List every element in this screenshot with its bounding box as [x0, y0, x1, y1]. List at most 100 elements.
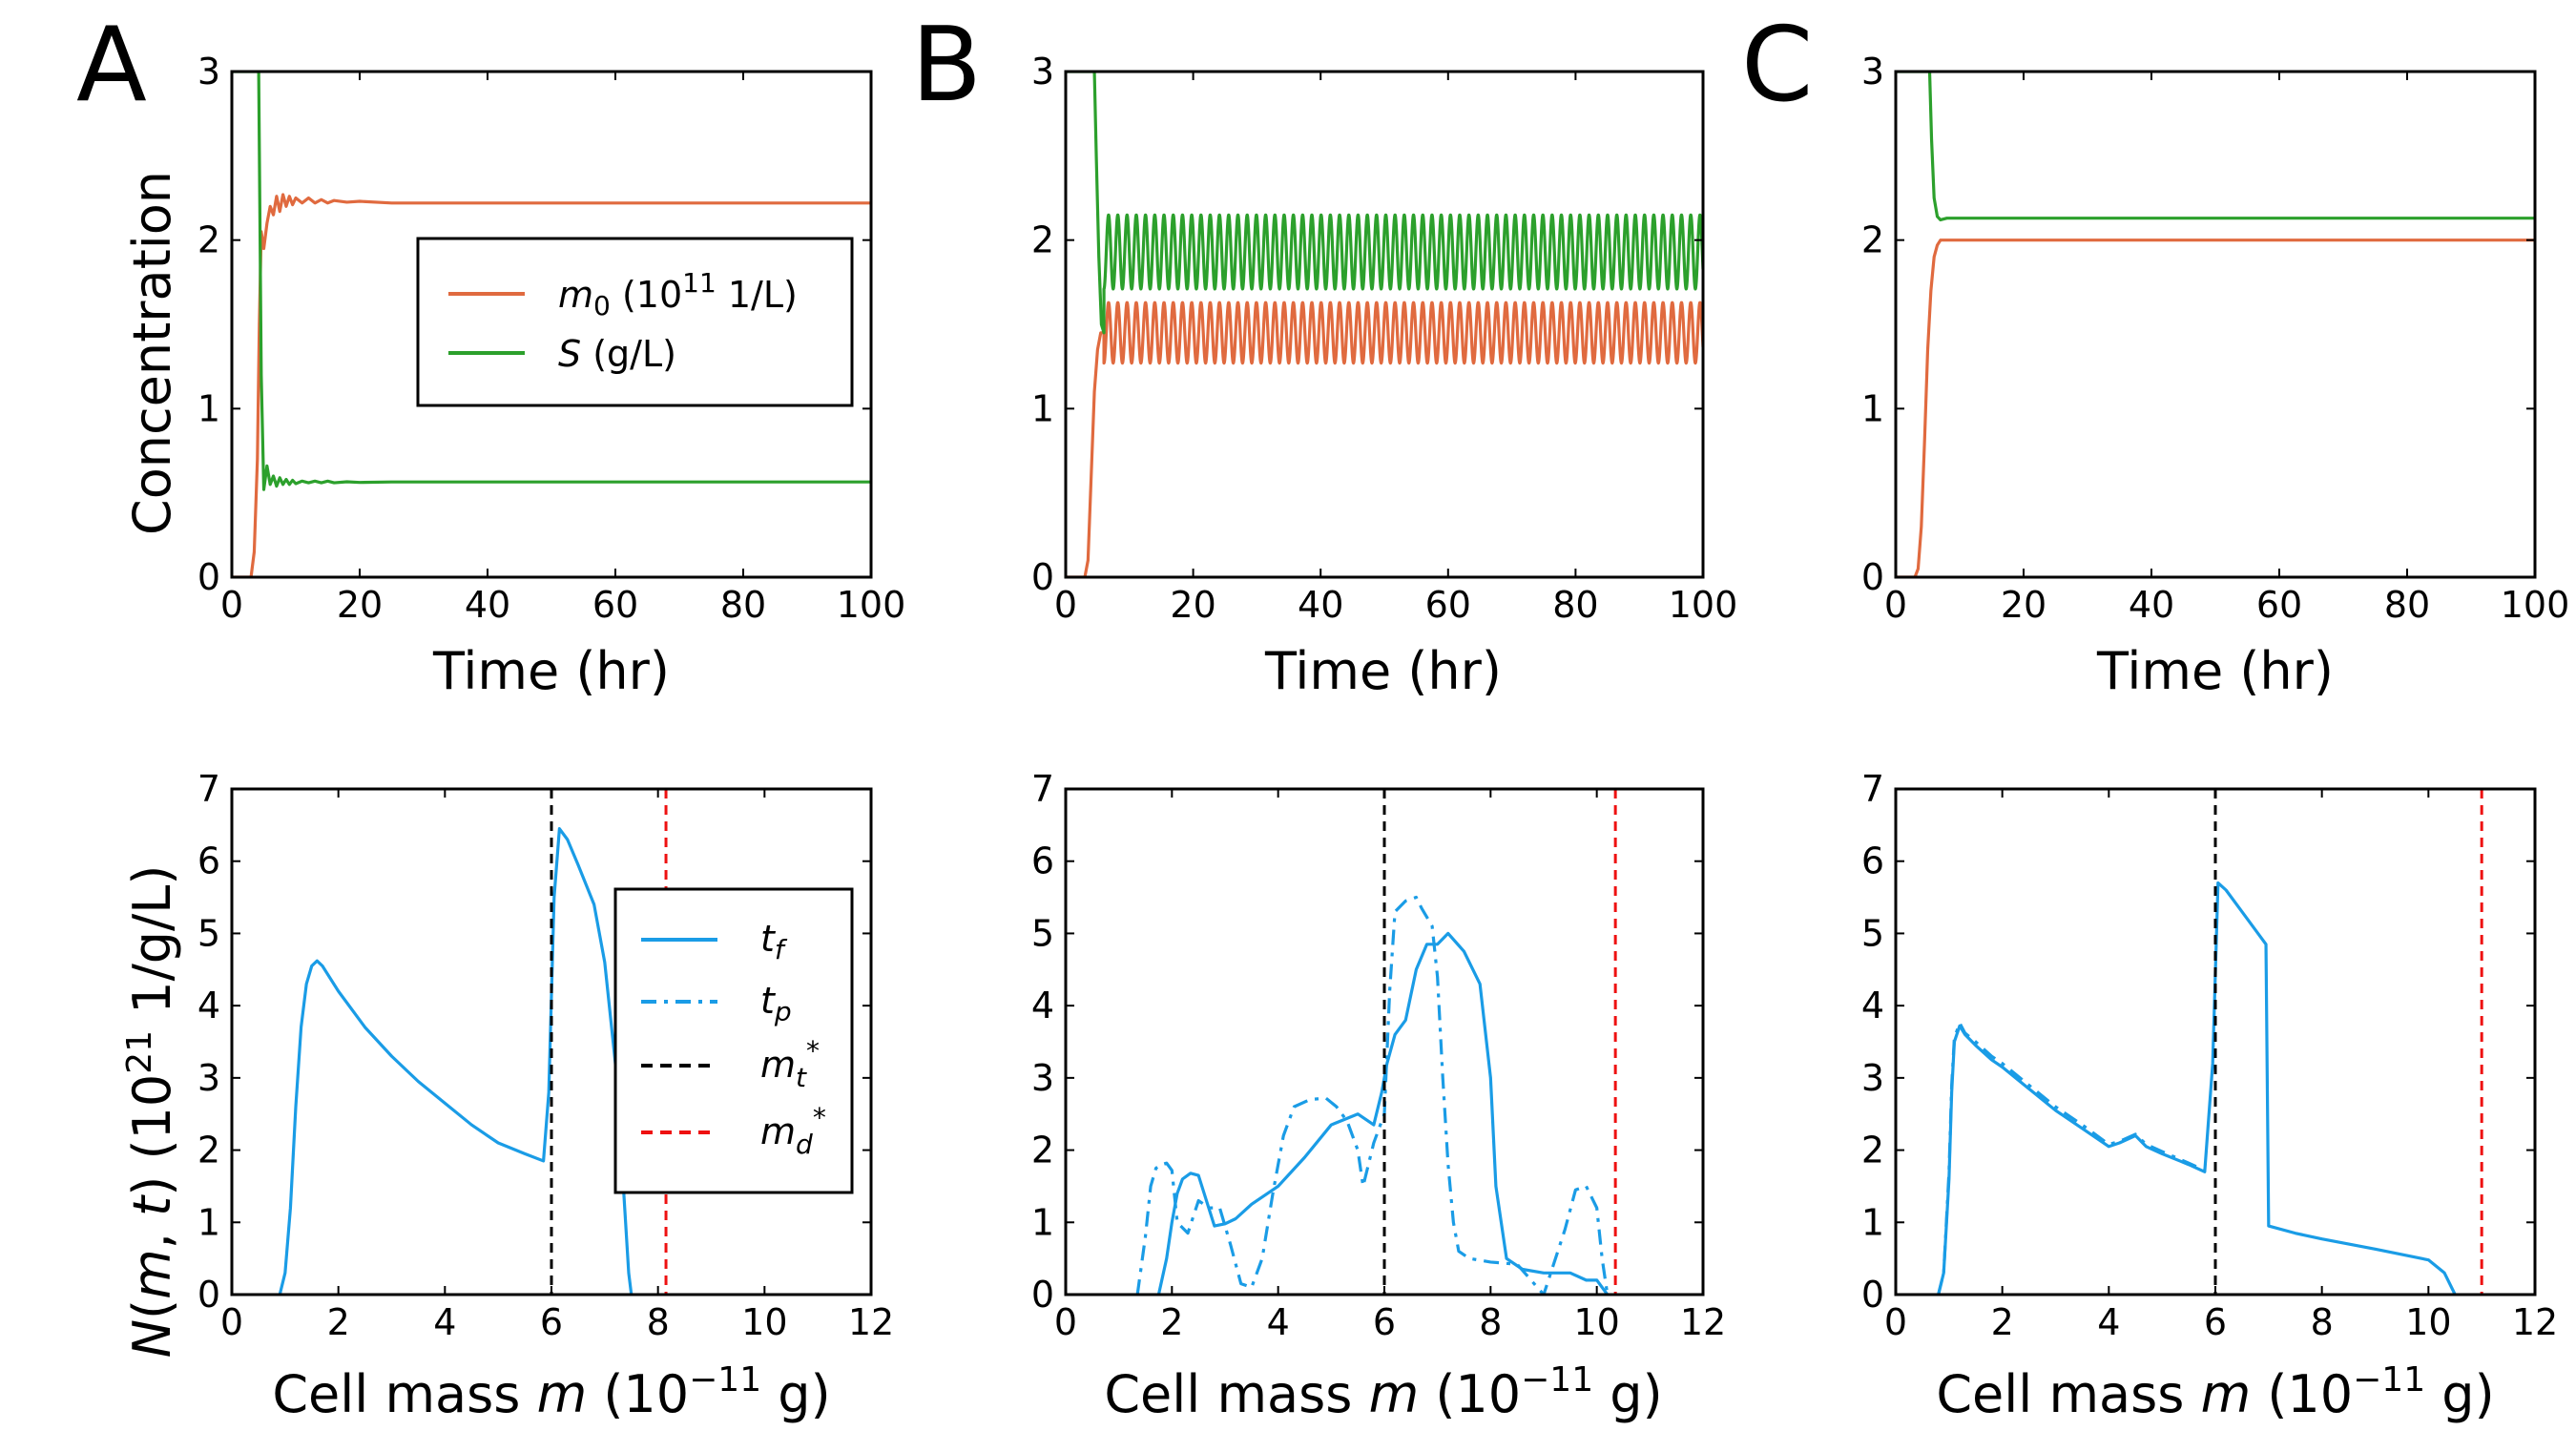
plot-c-concentration: 0 20 40 60 80 100 0 1 2 3 [1861, 51, 2569, 626]
axes-frame [1894, 70, 2537, 579]
y-tick-label: 4 [1031, 985, 1054, 1027]
x-tick-label: 10 [2405, 1301, 2451, 1343]
y-tick-label: 3 [1861, 51, 1884, 93]
series-s-line [232, 72, 871, 491]
y-tick-label: 7 [1861, 768, 1884, 810]
y-tick-label: 0 [197, 1274, 220, 1316]
x-tick-label: 60 [1425, 584, 1471, 626]
x-tick-label: 8 [1479, 1301, 1502, 1343]
y-tick-label: 1 [1031, 1201, 1054, 1243]
series-tp-line [1937, 1021, 2206, 1295]
y-tick-label: 0 [1861, 1274, 1884, 1316]
y-tick-label: 2 [1031, 1130, 1054, 1172]
x-tick-label: 12 [1680, 1301, 1726, 1343]
legend-concentration: m0 (1011 1/L) S (g/L) [416, 237, 854, 407]
top-xlabel-c: Time (hr) [2096, 641, 2334, 701]
x-tick-label: 12 [2512, 1301, 2558, 1343]
series-m0-line [1896, 238, 2535, 577]
axes-frame [1064, 787, 1705, 1296]
x-tick-label: 2 [327, 1301, 350, 1343]
legend-label-s: S (g/L) [558, 333, 676, 375]
top-xlabel-b: Time (hr) [1264, 641, 1502, 701]
bot0-plot-area [278, 789, 668, 1295]
x-tick-label: 20 [337, 584, 383, 626]
x-tick-label: 100 [837, 584, 906, 626]
y-tick-label: 7 [197, 768, 220, 810]
bottom-xlabel-b: Cell mass m (10−11 g) [1104, 1360, 1662, 1424]
y-tick-label: 1 [1861, 387, 1884, 429]
panel-letters: A B C [76, 6, 1813, 125]
top1-plot-area [1066, 72, 1703, 577]
x-tick-label: 0 [1054, 584, 1077, 626]
bot1-plot-area [1135, 789, 1617, 1295]
legend-box [416, 237, 854, 407]
y-tick-label: 2 [1031, 219, 1054, 261]
top0-plot-area [232, 72, 871, 577]
x-tick-label: 0 [220, 1301, 243, 1343]
x-tick-label: 2 [1160, 1301, 1183, 1343]
top-ylabel: Concentration [122, 171, 182, 535]
x-tick-label: 8 [2311, 1301, 2334, 1343]
y-tick-label: 5 [1031, 912, 1054, 954]
y-tick-label: 0 [1031, 1274, 1054, 1316]
x-tick-label: 4 [433, 1301, 456, 1343]
axes-frame [230, 787, 873, 1296]
x-tick-label: 20 [1170, 584, 1215, 626]
axes-frame [230, 70, 873, 579]
y-tick-label: 3 [197, 1057, 220, 1099]
series-tf-line [278, 827, 634, 1295]
y-tick-label: 2 [197, 1130, 220, 1172]
y-tick-label: 3 [1031, 1057, 1054, 1099]
y-tick-label: 6 [1031, 840, 1054, 882]
y-tick-label: 3 [1861, 1057, 1884, 1099]
bottom-xlabel-a: Cell mass m (10−11 g) [272, 1360, 830, 1424]
y-tick-label: 3 [197, 51, 220, 93]
axes-frame [1064, 70, 1705, 579]
x-tick-label: 20 [2001, 584, 2046, 626]
series-s-line [1896, 72, 2535, 222]
x-tick-label: 6 [1373, 1301, 1396, 1343]
panel-letter-b: B [911, 6, 982, 125]
x-tick-label: 40 [1298, 584, 1343, 626]
y-tick-label: 5 [197, 912, 220, 954]
x-tick-label: 4 [1267, 1301, 1290, 1343]
top2-plot-area [1896, 72, 2535, 577]
legend-label-mt: mt* [760, 1035, 820, 1093]
series-s-line [1066, 72, 1703, 335]
plot-a-concentration: 0 20 40 60 80 100 0 1 2 3 [197, 51, 905, 626]
legend-distribution: tf tp mt* md* [613, 887, 854, 1194]
x-tick-label: 100 [2501, 584, 2570, 626]
y-tick-label: 2 [1861, 1130, 1884, 1172]
x-tick-label: 4 [2097, 1301, 2120, 1343]
y-tick-label: 3 [1031, 51, 1054, 93]
panel-letter-a: A [76, 6, 147, 125]
x-tick-label: 40 [465, 584, 510, 626]
x-tick-label: 2 [1991, 1301, 2014, 1343]
y-tick-label: 1 [197, 1201, 220, 1243]
plot-b-concentration: 0 20 40 60 80 100 0 1 2 3 [1031, 51, 1737, 626]
legend-label-m0: m0 (1011 1/L) [558, 267, 798, 321]
y-tick-label: 4 [197, 985, 220, 1027]
top-xlabel-a: Time (hr) [432, 641, 670, 701]
y-tick-label: 0 [1861, 556, 1884, 598]
axes-frame [1894, 787, 2537, 1296]
x-tick-label: 0 [220, 584, 243, 626]
x-tick-label: 0 [1054, 1301, 1077, 1343]
x-tick-label: 0 [1884, 1301, 1907, 1343]
x-tick-label: 80 [720, 584, 766, 626]
panel-letter-c: C [1741, 6, 1813, 125]
x-tick-label: 80 [2384, 584, 2430, 626]
x-tick-label: 60 [592, 584, 638, 626]
y-tick-label: 6 [197, 840, 220, 882]
x-tick-label: 0 [1884, 584, 1907, 626]
y-tick-label: 7 [1031, 768, 1054, 810]
x-tick-label: 100 [1669, 584, 1738, 626]
series-tf-line [1937, 881, 2457, 1295]
y-tick-label: 2 [197, 219, 220, 261]
series-m0-line [1066, 301, 1703, 577]
x-tick-label: 6 [540, 1301, 563, 1343]
y-tick-label: 4 [1861, 985, 1884, 1027]
